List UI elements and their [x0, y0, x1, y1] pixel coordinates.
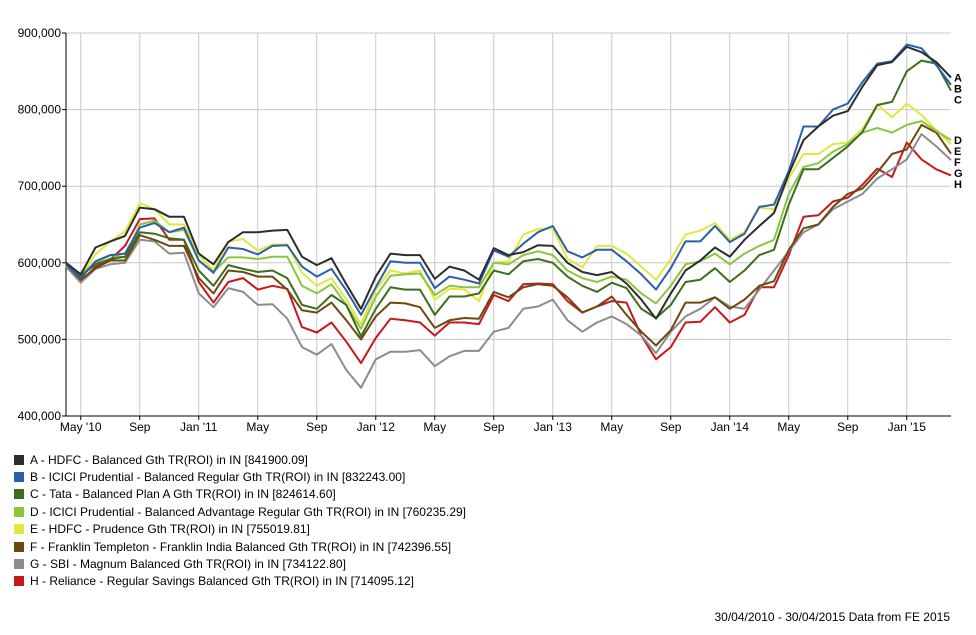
x-tick-label: Jan '15 [888, 420, 927, 434]
series-end-label-c: C [954, 95, 962, 107]
legend-item: C - Tata - Balanced Plan A Gth TR(ROI) i… [14, 486, 466, 503]
series-line-g [65, 133, 952, 389]
legend-swatch [14, 576, 24, 587]
legend-item: E - HDFC - Prudence Gth TR(ROI) in IN [7… [14, 521, 466, 538]
legend-item: F - Franklin Templeton - Franklin India … [14, 538, 466, 555]
y-tick-label: 500,000 [18, 332, 62, 346]
legend-item: H - Reliance - Regular Savings Balanced … [14, 573, 466, 590]
legend-label: B - ICICI Prudential - Balanced Regular … [30, 470, 406, 485]
x-tick-label: Sep [129, 420, 151, 434]
legend: A - HDFC - Balanced Gth TR(ROI) in IN [8… [14, 451, 466, 590]
y-axis-ticks: 400,000 500,000 600,000 700,000 800,000 900,0… [18, 26, 66, 423]
legend-item: G - SBI - Magnum Balanced Gth TR(ROI) in… [14, 555, 466, 572]
y-tick-label: 700,000 [18, 179, 62, 193]
series-end-label-e: E [954, 146, 961, 158]
x-tick-label: May [600, 420, 623, 434]
series-end-label-g: G [954, 168, 963, 180]
axes [65, 33, 951, 417]
x-axis-ticks: May '10 Sep Jan '11 May Sep Jan '12 May Sep Jan … [60, 416, 926, 434]
x-tick-label: Sep [483, 420, 505, 434]
legend-swatch [14, 524, 24, 535]
y-tick-label: 900,000 [18, 26, 62, 40]
x-tick-label: Jan '11 [180, 420, 218, 434]
x-tick-label: Jan '14 [711, 420, 750, 434]
x-tick-label: May '10 [60, 420, 102, 434]
y-tick-label: 600,000 [18, 256, 62, 270]
legend-label: H - Reliance - Regular Savings Balanced … [30, 574, 414, 589]
x-tick-label: Sep [660, 420, 682, 434]
x-tick-label: May [246, 420, 269, 434]
series-line-a [65, 45, 952, 320]
legend-swatch [14, 506, 24, 517]
footer-date-range: 30/04/2010 - 30/04/2015 Data from FE 201… [714, 610, 951, 624]
legend-swatch [14, 541, 24, 552]
legend-item: D - ICICI Prudential - Balanced Advantag… [14, 503, 466, 520]
legend-label: E - HDFC - Prudence Gth TR(ROI) in IN [7… [30, 522, 310, 537]
legend-item: A - HDFC - Balanced Gth TR(ROI) in IN [8… [14, 451, 466, 468]
series-line-b [65, 43, 952, 316]
legend-label: A - HDFC - Balanced Gth TR(ROI) in IN [8… [30, 452, 308, 467]
y-tick-label: 400,000 [18, 409, 62, 423]
legend-swatch [14, 472, 24, 483]
series-line-f [65, 123, 952, 347]
legend-label: G - SBI - Magnum Balanced Gth TR(ROI) in… [30, 557, 346, 572]
series-line-h [65, 141, 952, 365]
y-tick-label: 800,000 [18, 103, 62, 117]
series-end-label-d: D [954, 135, 962, 147]
series-end-label-f: F [954, 157, 961, 169]
x-tick-label: May [777, 420, 800, 434]
x-tick-label: Sep [306, 420, 328, 434]
series-lines [65, 43, 952, 389]
series-line-e [65, 102, 952, 326]
series-line-c [65, 59, 952, 338]
x-tick-label: Jan '12 [357, 420, 396, 434]
series-end-label-b: B [954, 84, 962, 96]
legend-item: B - ICICI Prudential - Balanced Regular … [14, 468, 466, 485]
x-tick-label: May [423, 420, 446, 434]
legend-label: F - Franklin Templeton - Franklin India … [30, 539, 452, 554]
x-tick-label: Sep [837, 420, 859, 434]
legend-swatch [14, 559, 24, 570]
line-chart: 400,000 500,000 600,000 700,000 800,000 900,0… [18, 26, 963, 434]
legend-swatch [14, 489, 24, 500]
series-end-label-a: A [954, 73, 962, 85]
legend-label: C - Tata - Balanced Plan A Gth TR(ROI) i… [30, 487, 336, 502]
x-tick-label: Jan '13 [534, 420, 573, 434]
legend-label: D - ICICI Prudential - Balanced Advantag… [30, 504, 466, 519]
series-end-label-h: H [954, 179, 962, 191]
legend-swatch [14, 454, 24, 465]
gridlines [66, 32, 951, 417]
